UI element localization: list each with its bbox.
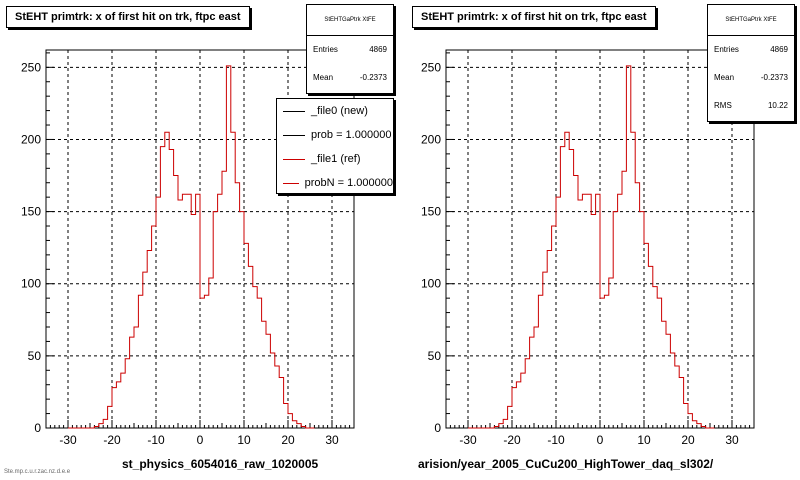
legend-label-file1: _file1 (ref): [311, 153, 361, 165]
left-x-axis-label: st_physics_6054016_raw_1020005: [122, 457, 319, 471]
left-histogram-pad: -30 -20 -10 0 10 20 30 0 50 100 150 200 250 StEHT pr…: [6, 4, 394, 471]
right-stats-mean-value: -0.2373: [760, 73, 788, 82]
legend-line-red: [283, 182, 299, 184]
x-tick-label: 10: [637, 433, 651, 447]
y-tick-label: 50: [428, 349, 442, 363]
legend-entry-file0: _file0 (new): [277, 99, 393, 123]
corner-note: Ste.mp.c.u.r.zac.nz.d.e.e: [4, 469, 71, 475]
right-stats-entries-label: Entries: [714, 45, 739, 54]
legend-label-file0: _file0 (new): [311, 105, 368, 117]
x-tick-label: 0: [597, 433, 604, 447]
x-tick-label: 20: [281, 433, 295, 447]
right-x-axis-label: arision/year_2005_CuCu200_HighTower_daq_…: [418, 457, 714, 471]
right-stats-rms-label: RMS: [714, 101, 732, 110]
x-tick-label: -10: [547, 433, 565, 447]
left-stats-header: StEHTGaPtrk XtFE: [307, 5, 393, 36]
legend-label-probn: probN = 1.000000: [304, 177, 393, 189]
right-stats-header: StEHTGaPtrk XtFE: [708, 5, 794, 36]
legend-line-black: [283, 134, 305, 136]
left-stats-entries-value: 4869: [369, 45, 387, 54]
x-tick-label: -20: [503, 433, 521, 447]
x-tick-label: -30: [59, 433, 77, 447]
y-tick-label: 100: [21, 277, 41, 291]
legend-entry-prob: prob = 1.000000: [277, 123, 393, 147]
x-tick-label: -30: [459, 433, 477, 447]
y-tick-label: 200: [421, 132, 441, 146]
histogram-series-line: [68, 65, 315, 429]
legend-label-prob: prob = 1.000000: [311, 129, 392, 141]
right-stats-box: StEHTGaPtrk XtFE Entries 4869 Mean -0.23…: [707, 4, 795, 122]
y-tick-label: 0: [34, 421, 41, 435]
y-tick-label: 250: [21, 60, 41, 74]
y-tick-label: 50: [28, 349, 42, 363]
right-stats-entries-row: Entries 4869: [708, 36, 794, 64]
y-tick-label: 250: [421, 60, 441, 74]
x-tick-label: 30: [725, 433, 739, 447]
y-tick-label: 150: [21, 205, 41, 219]
right-stats-mean-label: Mean: [714, 73, 735, 82]
legend-entry-probn: probN = 1.000000: [277, 171, 393, 193]
left-histogram-title: StEHT primtrk: x of first hit on trk, ft…: [6, 6, 250, 28]
left-stats-box: StEHTGaPtrk XtFE Entries 4869 Mean -0.23…: [306, 4, 394, 94]
left-stats-entries-row: Entries 4869: [307, 36, 393, 64]
x-tick-label: 20: [681, 433, 695, 447]
right-stats-rms-value: 10.22: [767, 101, 788, 110]
x-tick-label: -20: [103, 433, 121, 447]
y-tick-label: 200: [21, 132, 41, 146]
left-stats-mean-row: Mean -0.2373: [307, 64, 393, 92]
y-tick-label: 150: [421, 205, 441, 219]
histogram-series-line: [468, 65, 715, 429]
right-stats-rms-row: RMS 10.22: [708, 92, 794, 120]
legend-line-black: [283, 110, 305, 112]
legend-entry-file1: _file1 (ref): [277, 147, 393, 171]
x-tick-label: 0: [197, 433, 204, 447]
right-stats-mean-row: Mean -0.2373: [708, 64, 794, 92]
right-histogram-pad: -30 -20 -10 0 10 20 30 0 50 100 150 200 250 StEHT pr…: [400, 0, 800, 480]
left-stats-mean-label: Mean: [313, 73, 334, 82]
x-tick-label: 10: [237, 433, 251, 447]
legend-line-red: [283, 158, 305, 160]
right-histogram-plot: -30 -20 -10 0 10 20 30 0 50 100 150 200 250: [421, 49, 755, 447]
left-stats-entries-label: Entries: [313, 45, 338, 54]
x-tick-label: 30: [325, 433, 339, 447]
right-histogram-title: StEHT primtrk: x of first hit on trk, ft…: [412, 6, 656, 28]
y-tick-label: 100: [421, 277, 441, 291]
x-tick-label: -10: [147, 433, 165, 447]
right-stats-entries-value: 4869: [770, 45, 788, 54]
legend-box: _file0 (new) prob = 1.000000 _file1 (ref…: [276, 98, 394, 194]
y-tick-label: 0: [434, 421, 441, 435]
left-stats-mean-value: -0.2373: [359, 73, 387, 82]
